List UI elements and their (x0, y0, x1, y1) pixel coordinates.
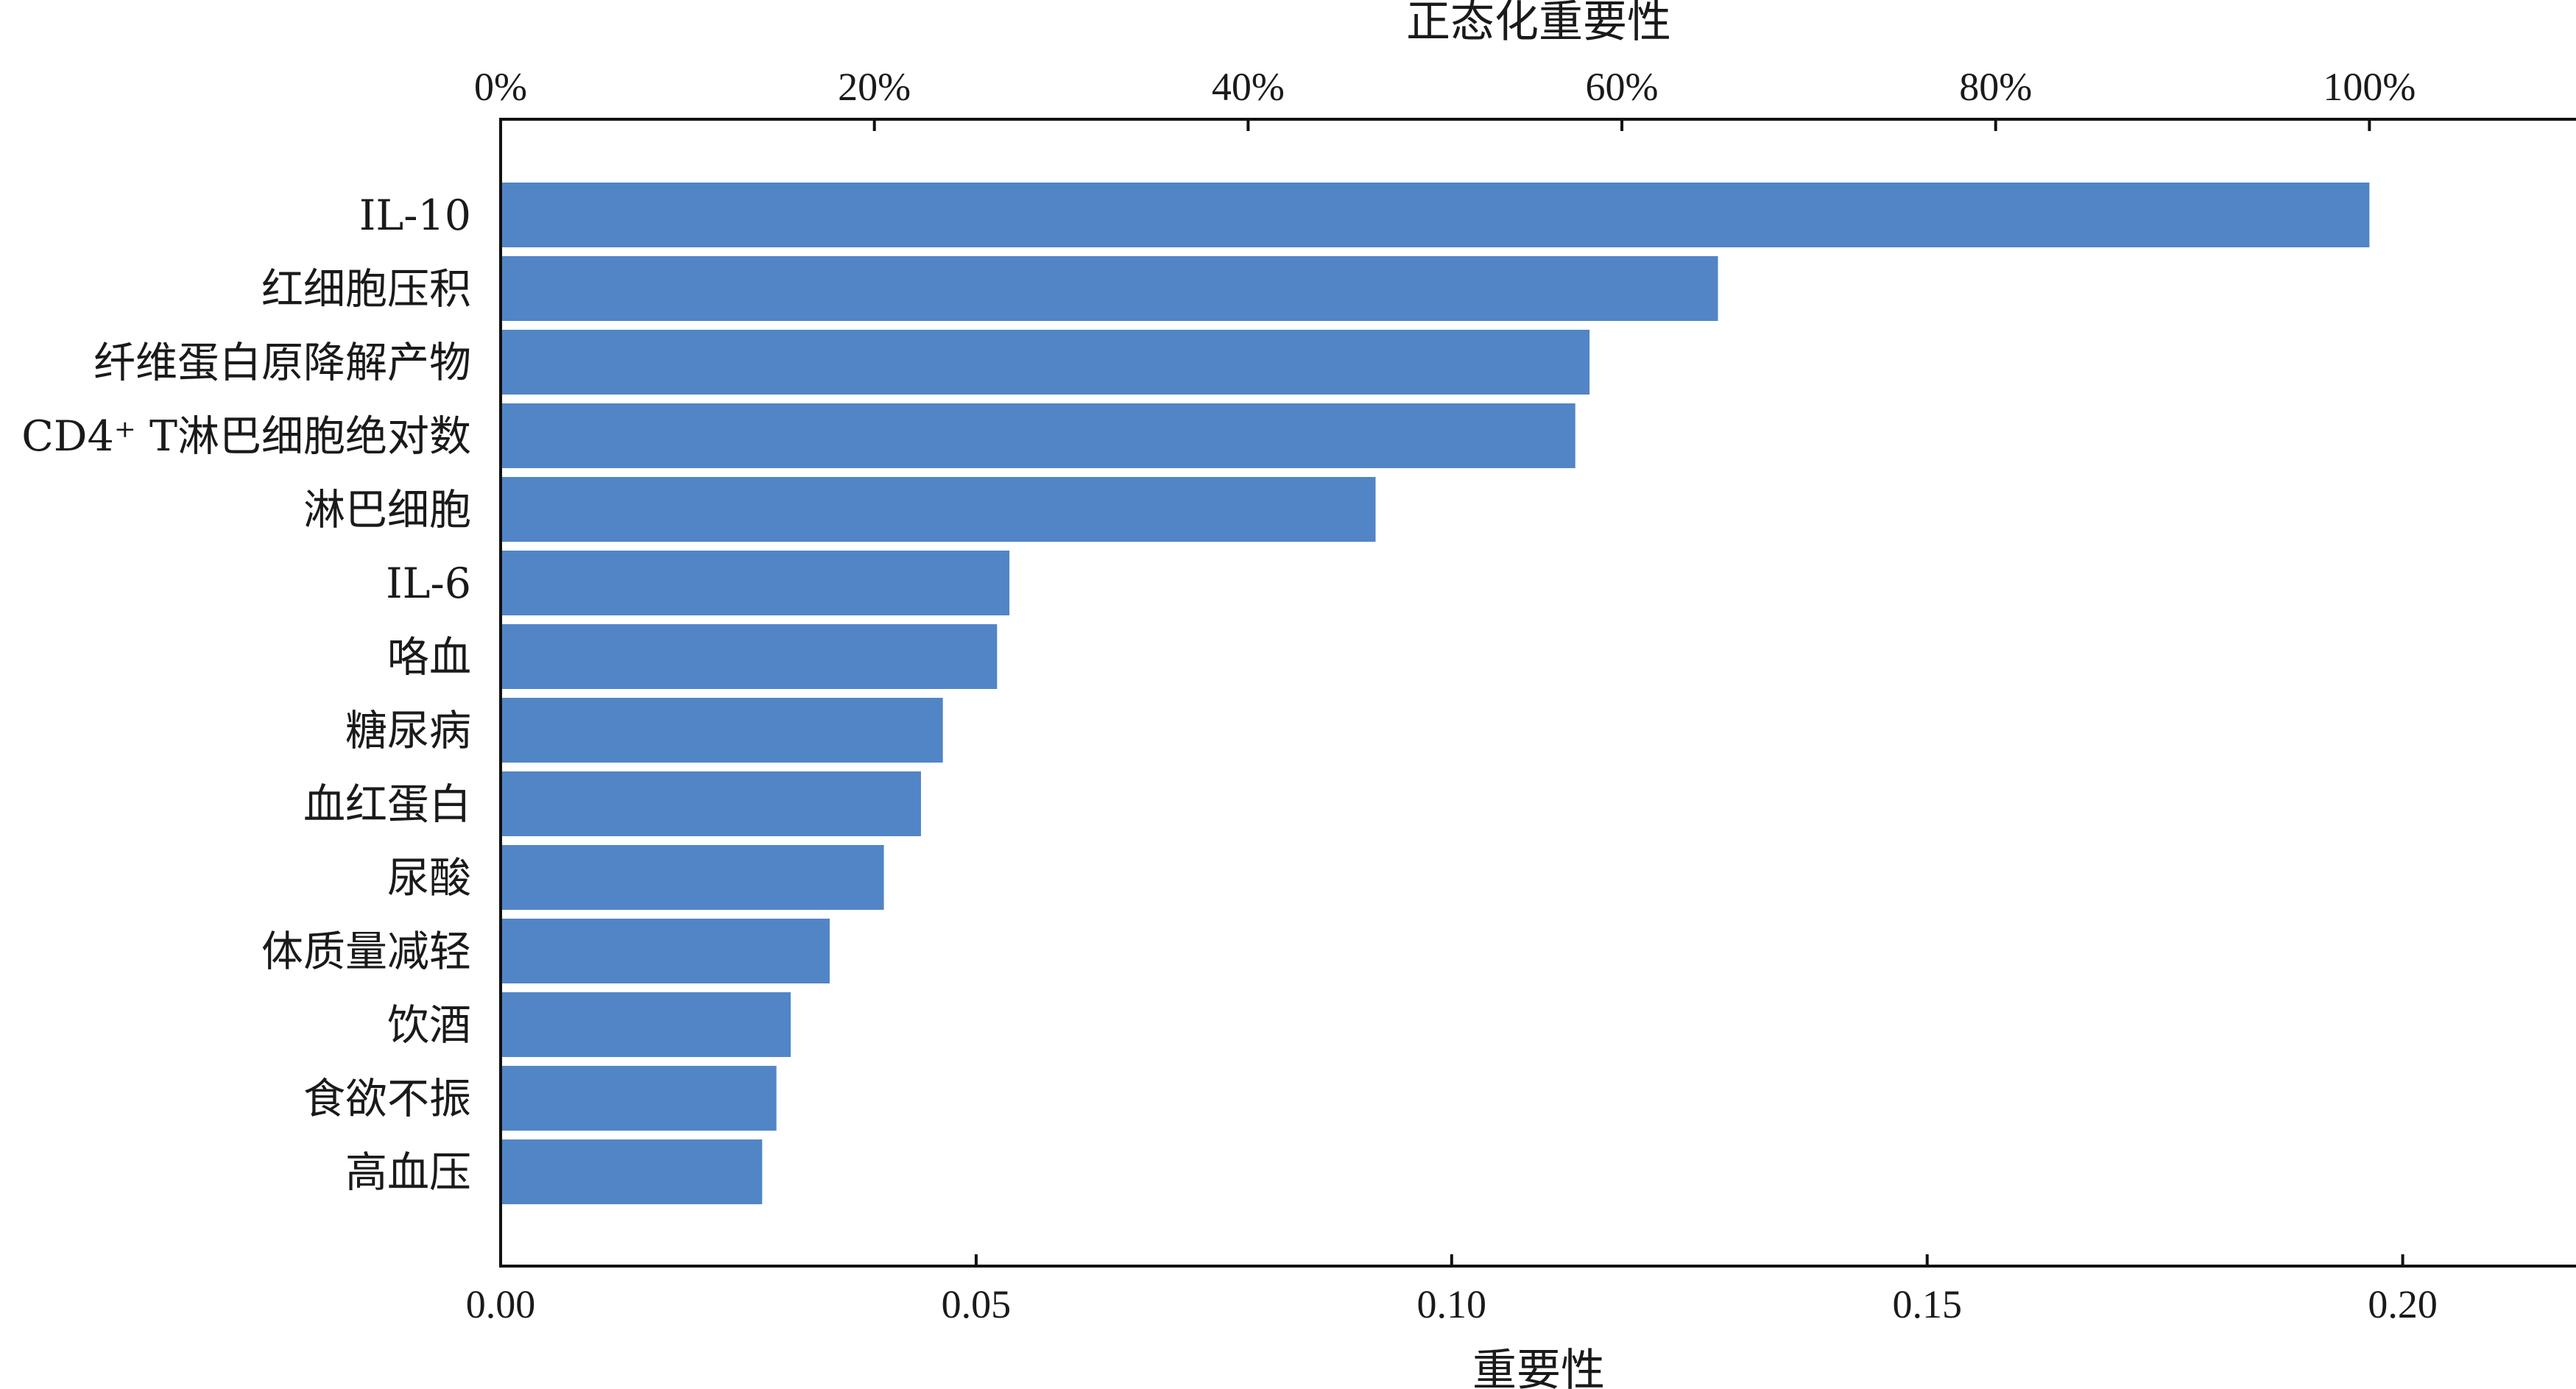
category-label-2: 纤维蛋白原降解产物 (93, 339, 471, 387)
bar-5 (501, 551, 1010, 615)
bottom-tick-label-1: 0.05 (942, 1282, 1012, 1326)
top-axis-ticks: 0% 20% 40% 60% 80% 100% (474, 65, 2416, 131)
category-label-7: 糖尿病 (345, 707, 471, 755)
category-label-8: 血红蛋白 (303, 780, 471, 829)
bar-12 (501, 1066, 777, 1131)
top-tick-label-5: 100% (2323, 65, 2416, 109)
bottom-tick-label-4: 0.20 (2368, 1282, 2438, 1326)
bar-9 (501, 845, 884, 910)
bar-0 (501, 183, 2370, 247)
top-axis-title: 正态化重要性 (1406, 0, 1671, 48)
bar-4 (501, 477, 1376, 542)
bar-8 (501, 771, 921, 836)
category-label-0: IL-10 (359, 191, 471, 240)
category-label-13: 高血压 (345, 1148, 471, 1197)
bar-7 (501, 698, 943, 763)
bottom-tick-label-2: 0.10 (1417, 1282, 1487, 1326)
bar-10 (501, 919, 830, 983)
category-label-4: 淋巴细胞 (303, 486, 471, 534)
bar-6 (501, 624, 998, 689)
bar-2 (501, 330, 1590, 395)
bar-13 (501, 1139, 763, 1204)
bar-1 (501, 256, 1718, 321)
category-label-11: 饮酒 (387, 1001, 471, 1050)
top-tick-label-3: 60% (1586, 65, 1659, 109)
bottom-tick-label-3: 0.15 (1892, 1282, 1962, 1326)
top-tick-label-2: 40% (1212, 65, 1285, 109)
category-label-10: 体质量减轻 (261, 927, 471, 976)
category-label-1: 红细胞压积 (261, 265, 471, 314)
x-axis-title: 重要性 (1472, 1345, 1605, 1389)
category-label-9: 尿酸 (387, 854, 471, 902)
top-tick-label-4: 80% (1959, 65, 2032, 109)
bar-3 (501, 403, 1575, 468)
category-label-3: CD4⁺ T淋巴细胞绝对数 (21, 412, 471, 461)
category-label-12: 食欲不振 (303, 1075, 471, 1123)
bar-11 (501, 992, 791, 1057)
bars-group (501, 183, 2370, 1204)
top-tick-label-1: 20% (838, 65, 911, 109)
bottom-axis-ticks: 0.00 0.05 0.10 0.15 0.20 (466, 1254, 2438, 1326)
bottom-tick-label-0: 0.00 (466, 1282, 536, 1326)
top-tick-label-0: 0% (474, 65, 527, 109)
category-label-5: IL-6 (386, 559, 471, 608)
category-label-6: 咯血 (387, 633, 471, 682)
